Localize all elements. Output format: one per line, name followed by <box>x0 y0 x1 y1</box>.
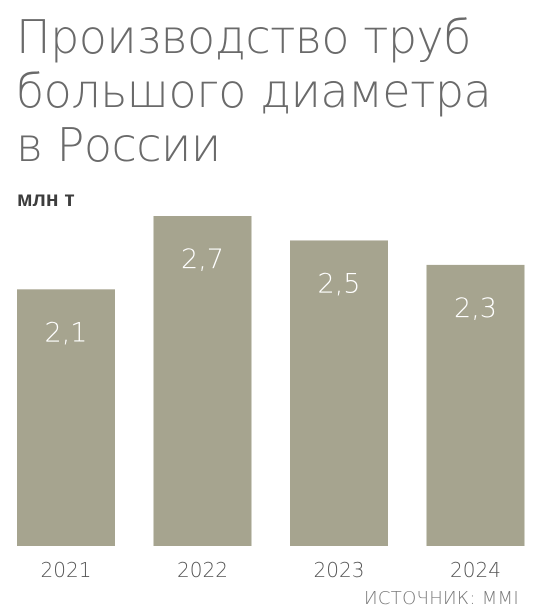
bar-value-label-2023: 2,5 <box>318 268 361 299</box>
x-tick-label-2023: 2023 <box>314 558 365 582</box>
bar-2024 <box>426 264 525 546</box>
bar-value-label-2021: 2,1 <box>45 317 88 348</box>
source-note: ИСТОЧНИК: ММI <box>364 588 519 609</box>
y-axis-unit-label: млн т <box>17 188 75 211</box>
bar-2021 <box>17 289 115 546</box>
x-tick-label-2022: 2022 <box>177 558 228 582</box>
bar-value-label-2022: 2,7 <box>181 244 224 275</box>
x-tick-label-2024: 2024 <box>450 558 501 582</box>
bar-2023 <box>290 240 388 546</box>
chart-title-line-3: в России <box>16 118 221 172</box>
x-tick-label-2021: 2021 <box>41 558 92 582</box>
bar-2022 <box>153 216 252 546</box>
bar-value-label-2024: 2,3 <box>454 293 497 324</box>
chart-title-line-1: Производство труб <box>16 10 471 64</box>
chart-title: Производство труб большого диаметра в Ро… <box>16 10 536 172</box>
chart-title-line-2: большого диаметра <box>16 64 492 118</box>
